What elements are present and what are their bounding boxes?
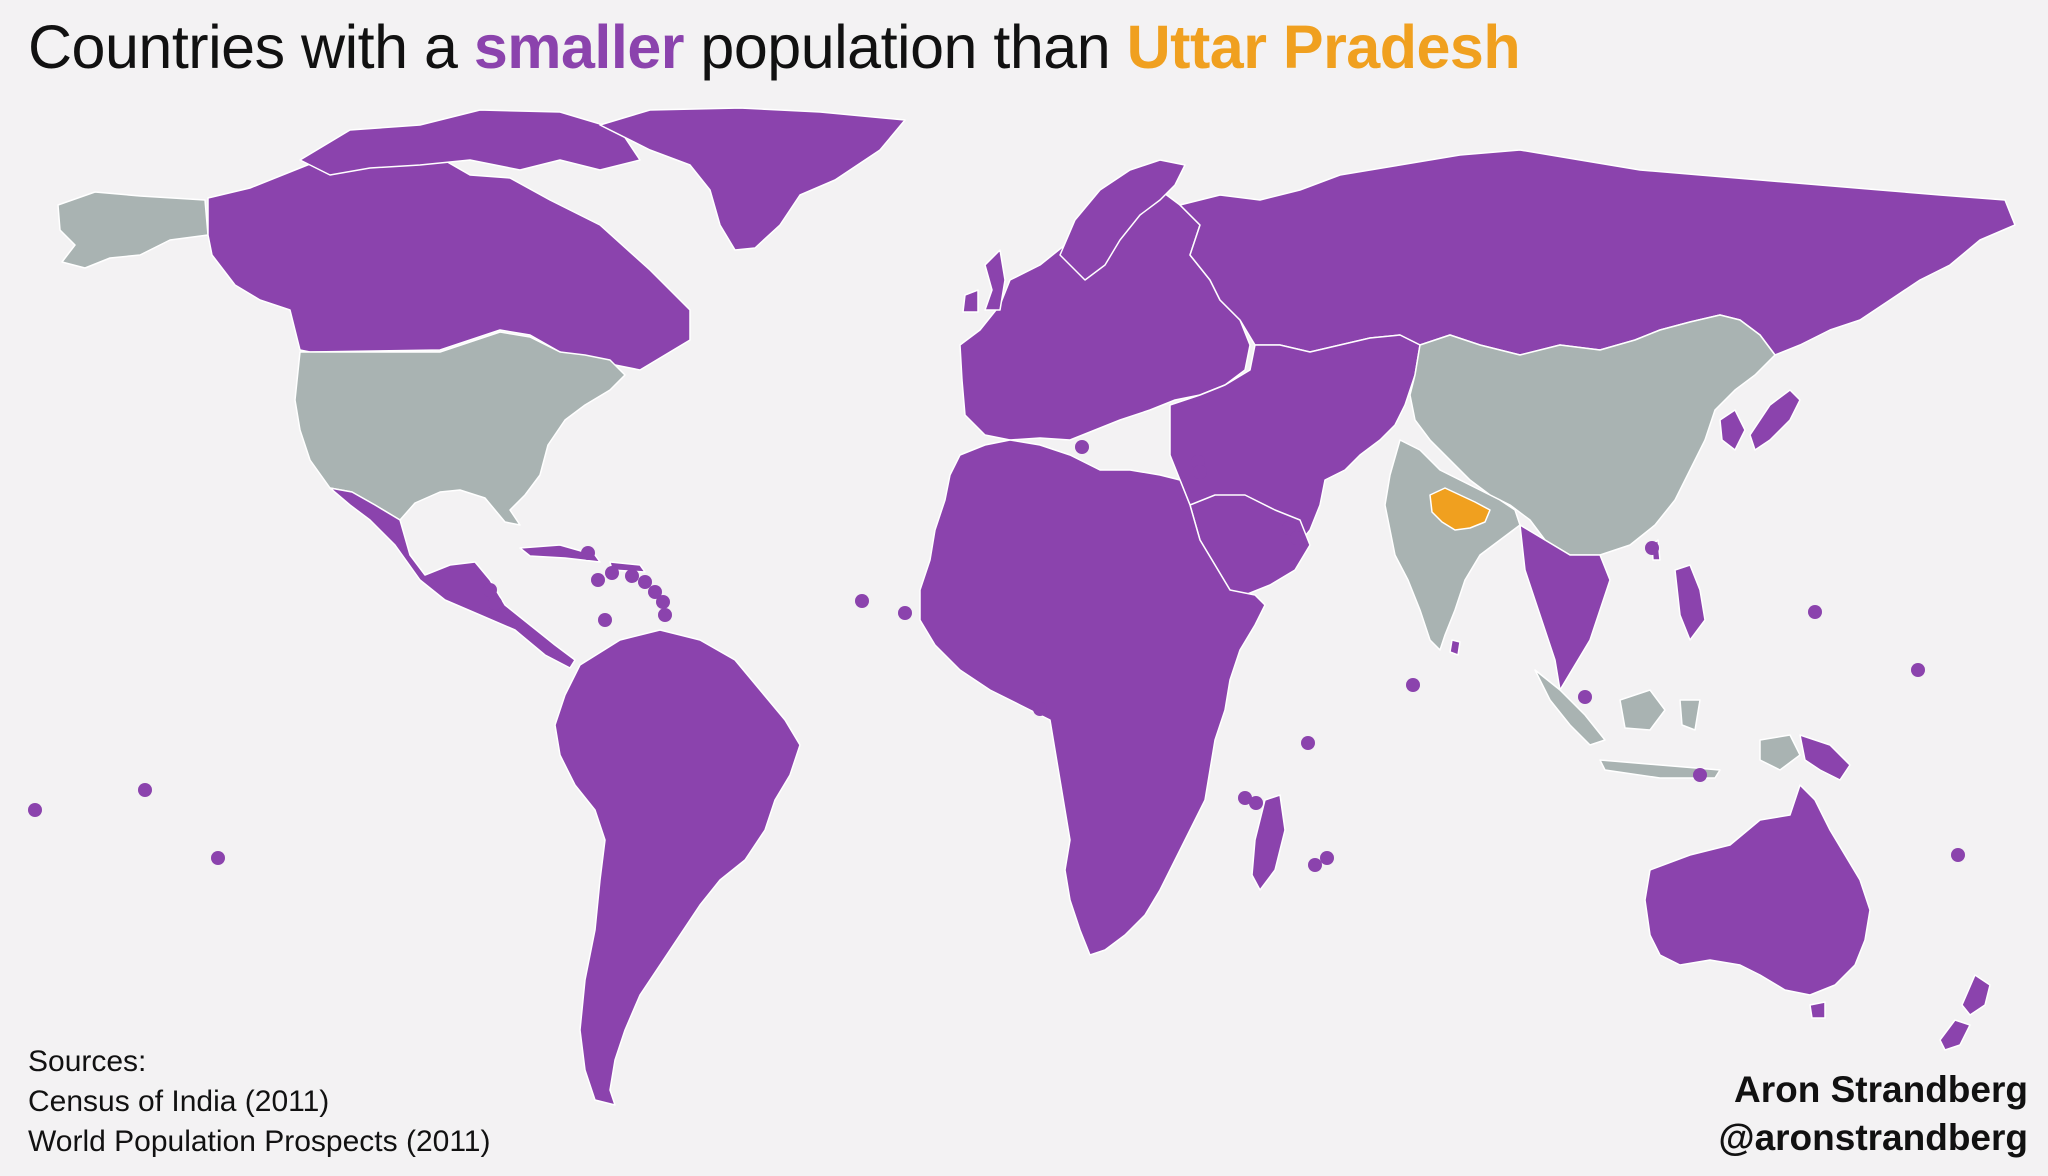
title-highlight-region: Uttar Pradesh — [1126, 13, 1521, 81]
uk-ireland-shape — [962, 249, 1006, 313]
island-dots — [28, 440, 1965, 872]
indonesia-shape — [1534, 669, 1801, 779]
author-name: Aron Strandberg — [1734, 1069, 2028, 1110]
title-middle: population than — [683, 13, 1127, 81]
source-item-wpp: World Population Prospects (2011) — [28, 1125, 491, 1158]
sources-heading: Sources: — [28, 1045, 147, 1078]
south-america-shape — [554, 629, 801, 1106]
russia-shape — [1179, 149, 2016, 356]
china-shape — [1409, 314, 1776, 556]
source-item-census: Census of India (2011) — [28, 1085, 330, 1118]
tasmania-shape — [1809, 1001, 1826, 1019]
philippines-shape — [1674, 564, 1706, 641]
title-prefix: Countries with a — [28, 13, 474, 81]
map-title: Countries with a smaller population than… — [28, 12, 1521, 82]
title-highlight-smaller: smaller — [473, 13, 685, 81]
greenland-shape — [599, 107, 906, 251]
alaska-shape — [57, 191, 209, 269]
uttar-pradesh-shape — [1429, 487, 1491, 531]
sources-block: Sources: Census of India (2011) World Po… — [28, 1042, 490, 1162]
mexico-central-america-shape — [329, 487, 576, 669]
japan-korea-shape — [1719, 389, 1801, 451]
new-zealand-shape — [1939, 974, 1991, 1051]
india-shape — [1384, 439, 1521, 651]
africa-shape — [919, 439, 1266, 956]
papua-new-guinea-shape — [1799, 734, 1851, 781]
author-credit: Aron Strandberg @aronstrandberg — [1718, 1066, 2028, 1162]
southeast-asia-shape — [1519, 524, 1611, 691]
australia-shape — [1644, 784, 1871, 996]
scandinavia-shape — [1059, 159, 1186, 281]
author-handle: @aronstrandberg — [1718, 1117, 2028, 1158]
arctic-islands-shape — [299, 109, 641, 176]
sri-lanka-shape — [1449, 639, 1461, 656]
madagascar-shape — [1251, 794, 1286, 891]
canada-shape — [207, 139, 691, 371]
